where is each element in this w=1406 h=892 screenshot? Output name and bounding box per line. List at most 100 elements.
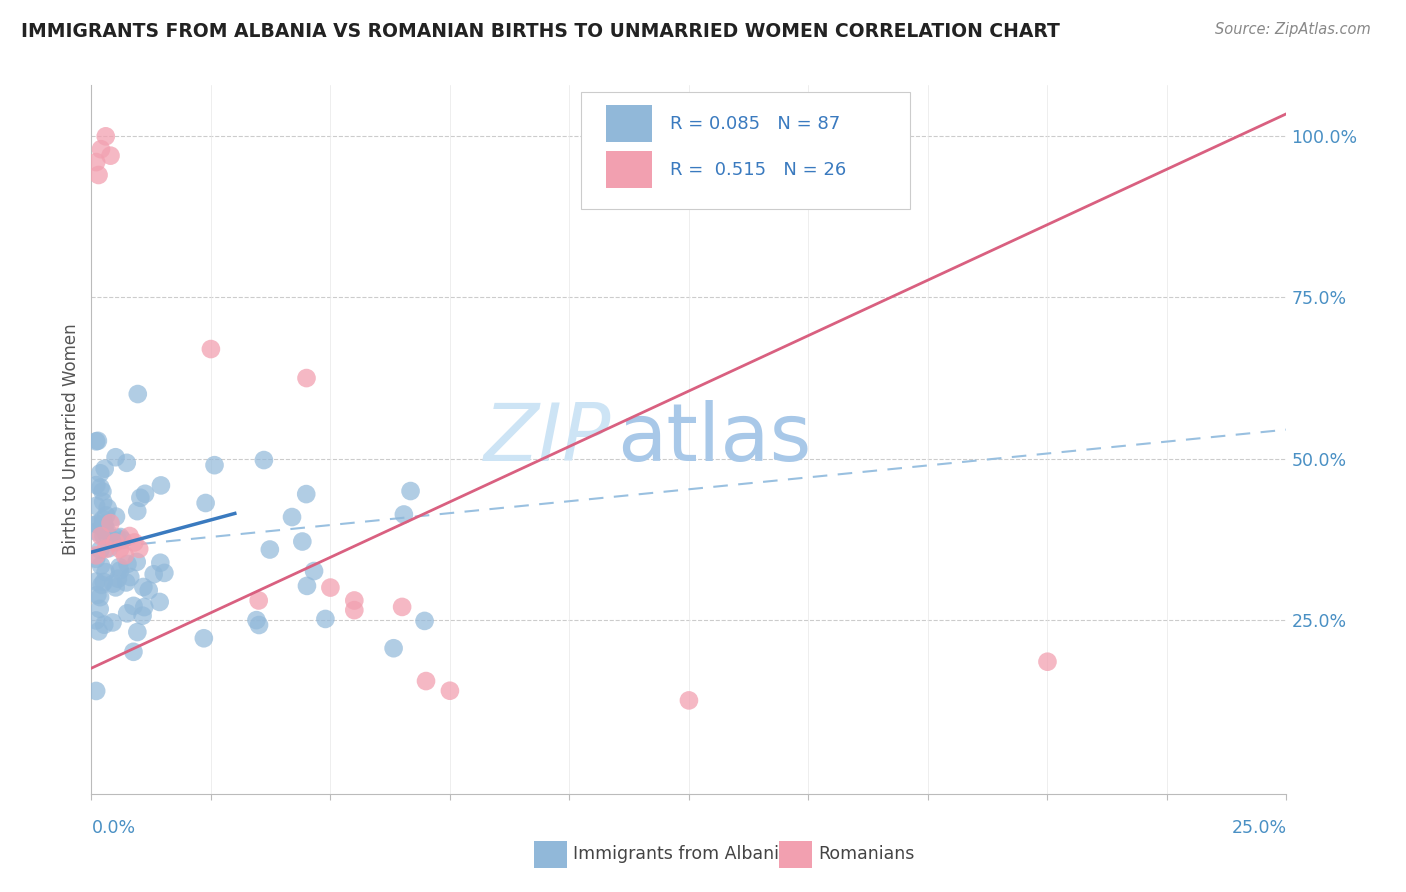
Text: atlas: atlas bbox=[617, 401, 811, 478]
Point bbox=[314, 612, 336, 626]
Point bbox=[391, 599, 413, 614]
Point bbox=[382, 641, 405, 656]
Point bbox=[87, 434, 110, 448]
Point bbox=[87, 168, 110, 182]
Point bbox=[200, 342, 222, 356]
Point bbox=[115, 607, 138, 621]
Point bbox=[399, 483, 422, 498]
Point bbox=[149, 478, 172, 492]
Point bbox=[101, 615, 124, 630]
Point bbox=[104, 581, 127, 595]
Point bbox=[127, 504, 149, 518]
Point bbox=[415, 674, 437, 689]
Point bbox=[128, 541, 150, 556]
Point bbox=[101, 576, 124, 591]
Text: 25.0%: 25.0% bbox=[1232, 819, 1286, 837]
Point bbox=[93, 461, 115, 475]
Point bbox=[107, 572, 129, 586]
Point bbox=[194, 496, 217, 510]
Point bbox=[142, 567, 165, 582]
Point bbox=[108, 564, 131, 578]
Point bbox=[91, 512, 114, 526]
Point bbox=[100, 148, 122, 162]
Point bbox=[132, 580, 155, 594]
Point bbox=[343, 603, 366, 617]
Point bbox=[131, 608, 153, 623]
Point bbox=[84, 574, 107, 589]
Point bbox=[91, 484, 114, 499]
Point bbox=[134, 487, 156, 501]
Point bbox=[114, 549, 136, 563]
Text: R =  0.515   N = 26: R = 0.515 N = 26 bbox=[669, 161, 846, 178]
Point bbox=[343, 593, 366, 607]
Point bbox=[90, 142, 112, 156]
Point bbox=[97, 541, 120, 556]
Point bbox=[90, 529, 112, 543]
Point bbox=[89, 542, 111, 557]
Point bbox=[104, 535, 127, 549]
Point bbox=[111, 533, 134, 547]
Text: IMMIGRANTS FROM ALBANIA VS ROMANIAN BIRTHS TO UNMARRIED WOMEN CORRELATION CHART: IMMIGRANTS FROM ALBANIA VS ROMANIAN BIRT… bbox=[21, 22, 1060, 41]
Point bbox=[118, 529, 141, 543]
Point bbox=[91, 516, 114, 531]
Point bbox=[295, 371, 318, 385]
Point bbox=[108, 541, 131, 556]
Point bbox=[149, 595, 172, 609]
Point bbox=[104, 509, 127, 524]
Point bbox=[84, 684, 107, 698]
Point bbox=[127, 387, 149, 401]
Point bbox=[86, 517, 108, 532]
Point bbox=[259, 542, 281, 557]
Point bbox=[104, 450, 127, 465]
Point bbox=[120, 570, 142, 584]
FancyBboxPatch shape bbox=[606, 152, 652, 188]
Point bbox=[84, 552, 107, 566]
Point bbox=[84, 155, 107, 169]
Point bbox=[93, 574, 115, 589]
FancyBboxPatch shape bbox=[582, 92, 910, 209]
Point bbox=[295, 487, 318, 501]
Point bbox=[84, 499, 107, 513]
Point bbox=[84, 549, 107, 563]
Point bbox=[122, 599, 145, 613]
Text: ZIP: ZIP bbox=[484, 401, 612, 478]
Point bbox=[247, 618, 270, 632]
Text: Source: ZipAtlas.com: Source: ZipAtlas.com bbox=[1215, 22, 1371, 37]
Point bbox=[413, 614, 436, 628]
Point bbox=[253, 453, 276, 467]
Point bbox=[84, 517, 107, 532]
FancyBboxPatch shape bbox=[606, 105, 652, 142]
Point bbox=[302, 564, 325, 578]
Point bbox=[122, 645, 145, 659]
Point bbox=[134, 600, 156, 615]
Point bbox=[124, 535, 146, 549]
Point bbox=[94, 541, 117, 556]
Point bbox=[295, 579, 318, 593]
Point bbox=[86, 588, 108, 602]
Point bbox=[129, 491, 152, 505]
Point bbox=[84, 614, 107, 628]
Point bbox=[90, 578, 112, 592]
Point bbox=[281, 510, 304, 524]
Point bbox=[96, 523, 118, 537]
Point bbox=[110, 530, 132, 544]
Point bbox=[149, 556, 172, 570]
Point bbox=[247, 593, 270, 607]
Point bbox=[90, 558, 112, 573]
Point bbox=[94, 129, 117, 144]
Point bbox=[245, 613, 267, 627]
Point bbox=[115, 575, 138, 590]
Point bbox=[138, 583, 160, 598]
Point bbox=[97, 501, 120, 516]
Point bbox=[204, 458, 226, 472]
Point bbox=[392, 508, 415, 522]
Point bbox=[115, 456, 138, 470]
FancyBboxPatch shape bbox=[534, 840, 567, 868]
Point bbox=[439, 683, 461, 698]
Point bbox=[117, 557, 139, 571]
Point bbox=[1036, 655, 1059, 669]
Point bbox=[153, 566, 176, 580]
Point bbox=[291, 534, 314, 549]
Point bbox=[96, 508, 118, 523]
Point bbox=[84, 524, 107, 539]
